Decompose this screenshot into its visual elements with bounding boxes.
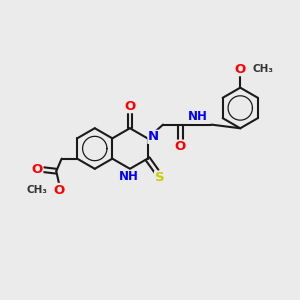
Text: O: O: [54, 184, 65, 196]
Text: CH₃: CH₃: [253, 64, 274, 74]
Text: N: N: [148, 130, 159, 143]
Text: O: O: [175, 140, 186, 153]
Text: O: O: [235, 63, 246, 76]
Text: O: O: [32, 163, 43, 176]
Text: S: S: [154, 171, 164, 184]
Text: O: O: [124, 100, 136, 112]
Text: CH₃: CH₃: [27, 185, 48, 195]
Text: NH: NH: [188, 110, 208, 123]
Text: NH: NH: [118, 170, 138, 183]
